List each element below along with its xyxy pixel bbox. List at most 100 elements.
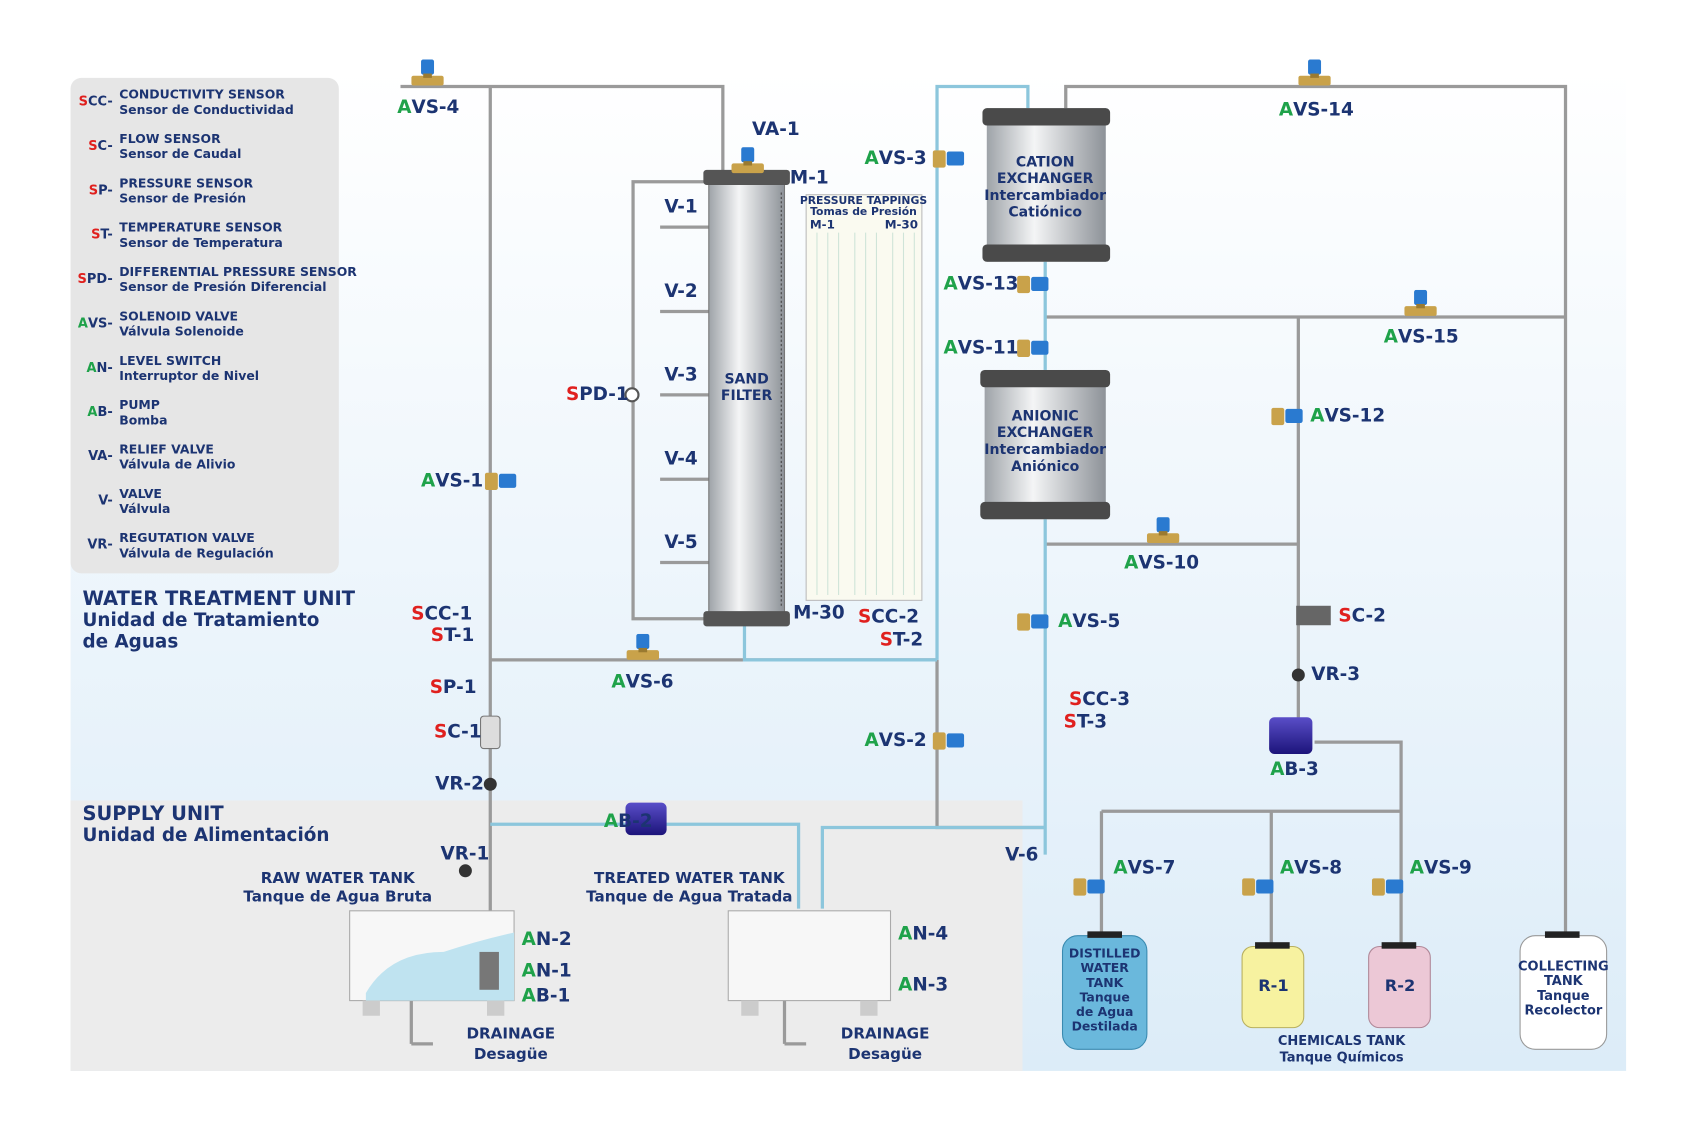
legend-code: SP- bbox=[89, 183, 113, 198]
cation-exchanger-label: Catiónico bbox=[1008, 205, 1082, 221]
anionic-exchanger-label: Aniónico bbox=[1011, 459, 1079, 475]
section-subtitle: Unidad de Tratamiento bbox=[82, 610, 319, 631]
component-tag: AN-1 bbox=[522, 960, 572, 981]
component-tag: VR-2 bbox=[435, 773, 484, 794]
tappings-title: PRESSURE TAPPINGS bbox=[800, 194, 927, 207]
component-tag: AN-2 bbox=[522, 929, 572, 950]
component-tag: AN-4 bbox=[898, 924, 948, 945]
sand-filter-label: FILTER bbox=[721, 388, 773, 404]
legend-name: CONDUCTIVITY SENSOR bbox=[119, 87, 285, 102]
equipment bbox=[349, 108, 1608, 1050]
legend-name: RELIEF VALVE bbox=[119, 442, 214, 457]
component-tag: SC-2 bbox=[1338, 606, 1386, 627]
legend-name: PRESSURE SENSOR bbox=[119, 175, 253, 190]
anionic-exchanger-label: Intercambiador bbox=[984, 442, 1106, 458]
legend-code: SPD- bbox=[77, 272, 112, 287]
legend-name-es: Sensor de Presión bbox=[119, 191, 246, 206]
tank-label: Tanque Químicos bbox=[1280, 1050, 1404, 1065]
legend-name-es: Sensor de Presión Diferencial bbox=[119, 279, 326, 294]
component-tag: SC-1 bbox=[434, 721, 482, 742]
tank-label: Recolector bbox=[1524, 1003, 1602, 1018]
component-tag: VA-1 bbox=[752, 119, 800, 140]
legend-name: FLOW SENSOR bbox=[119, 131, 221, 146]
legend-name: DIFFERENTIAL PRESSURE SENSOR bbox=[119, 264, 357, 279]
tappings-subtitle: Tomas de Presión bbox=[810, 205, 917, 218]
legend-name-es: Válvula bbox=[119, 501, 170, 516]
tappings-first: M-1 bbox=[810, 218, 835, 232]
component-tag: AVS-2 bbox=[865, 730, 927, 751]
drainage-label: DRAINAGE bbox=[841, 1025, 930, 1043]
legend-code: AN- bbox=[86, 360, 112, 375]
component-tag: AVS-12 bbox=[1310, 405, 1385, 426]
legend-name-es: Sensor de Temperatura bbox=[119, 235, 283, 250]
component-tag: V-4 bbox=[664, 449, 697, 470]
component-tag: V-1 bbox=[664, 197, 697, 218]
component-tag: AVS-15 bbox=[1384, 327, 1459, 348]
component-tag: V-5 bbox=[664, 532, 697, 553]
legend-name-es: Sensor de Conductividad bbox=[119, 102, 294, 117]
cation-exchanger-label: CATION bbox=[1016, 154, 1075, 170]
component-tag: SPD-1 bbox=[566, 384, 629, 405]
tank-label: TREATED WATER TANK bbox=[594, 869, 786, 887]
component-tag: AB-2 bbox=[604, 811, 653, 832]
anionic-exchanger-label: EXCHANGER bbox=[997, 425, 1094, 441]
legend-name-es: Bomba bbox=[119, 412, 167, 427]
component-tag: AB-3 bbox=[1270, 759, 1319, 780]
anionic-exchanger-label: ANIONIC bbox=[1012, 408, 1079, 424]
component-tag: AVS-11 bbox=[944, 337, 1019, 358]
tank-label: de Agua bbox=[1076, 1004, 1133, 1019]
tappings-last: M-30 bbox=[885, 218, 918, 232]
component-tag: ST-3 bbox=[1064, 712, 1107, 733]
component-tag: M-1 bbox=[790, 167, 829, 188]
tank-label: CHEMICALS TANK bbox=[1278, 1034, 1406, 1049]
component-tag: AVS-7 bbox=[1113, 858, 1175, 879]
sand-filter-label: SAND bbox=[724, 372, 768, 388]
legend-code: VR- bbox=[87, 538, 112, 553]
tank-label: Destilada bbox=[1072, 1019, 1138, 1034]
component-tag: V-3 bbox=[664, 364, 697, 385]
section-subtitle: Unidad de Alimentación bbox=[82, 825, 329, 846]
drainage-label: Desagüe bbox=[848, 1045, 922, 1063]
component-tag: AVS-4 bbox=[397, 97, 459, 118]
tank-label: Tanque de Agua Tratada bbox=[586, 887, 792, 905]
legend-code: SCC- bbox=[79, 94, 113, 109]
component-tag: AVS-6 bbox=[611, 672, 673, 693]
component-tag: AVS-10 bbox=[1124, 553, 1199, 574]
component-tag: SCC-1 bbox=[411, 603, 472, 624]
component-tag: VR-3 bbox=[1311, 664, 1360, 685]
component-tag: ST-1 bbox=[431, 625, 474, 646]
tank-label: R-1 bbox=[1258, 976, 1289, 995]
tank-label: RAW WATER TANK bbox=[261, 869, 416, 887]
drainage-label: DRAINAGE bbox=[466, 1025, 555, 1043]
tank-label: DISTILLED bbox=[1069, 946, 1141, 961]
component-tag: AVS-1 bbox=[421, 470, 483, 491]
component-tag: AN-3 bbox=[898, 974, 948, 995]
legend-name-es: Válvula de Regulación bbox=[119, 545, 274, 560]
legend-name-es: Sensor de Caudal bbox=[119, 146, 241, 161]
legend-name-es: Interruptor de Nivel bbox=[119, 368, 259, 383]
legend-name: PUMP bbox=[119, 397, 160, 412]
legend-code: SC- bbox=[88, 139, 113, 154]
tank-label: Tanque de Agua Bruta bbox=[243, 887, 432, 905]
legend-code: ST- bbox=[91, 227, 113, 242]
section-title: SUPPLY UNIT bbox=[82, 802, 224, 825]
component-tag: AVS-3 bbox=[865, 148, 927, 169]
section-title: WATER TREATMENT UNIT bbox=[82, 587, 355, 610]
component-tag: ST-2 bbox=[880, 629, 923, 650]
component-tag: VR-1 bbox=[441, 844, 490, 865]
tank-label: Tanque bbox=[1537, 989, 1590, 1004]
component-tag: SP-1 bbox=[430, 677, 477, 698]
legend-code: V- bbox=[98, 493, 112, 508]
legend-code: AB- bbox=[87, 405, 112, 420]
legend-name: REGUTATION VALVE bbox=[119, 530, 255, 545]
component-tag: V-2 bbox=[664, 281, 697, 302]
tank-label: R-2 bbox=[1385, 976, 1416, 995]
tank-label: Tanque bbox=[1080, 989, 1130, 1004]
component-tag: AVS-9 bbox=[1410, 858, 1472, 879]
component-tag: AVS-13 bbox=[944, 273, 1019, 294]
component-tag: M-30 bbox=[793, 602, 844, 623]
tank-label: TANK bbox=[1086, 975, 1124, 990]
